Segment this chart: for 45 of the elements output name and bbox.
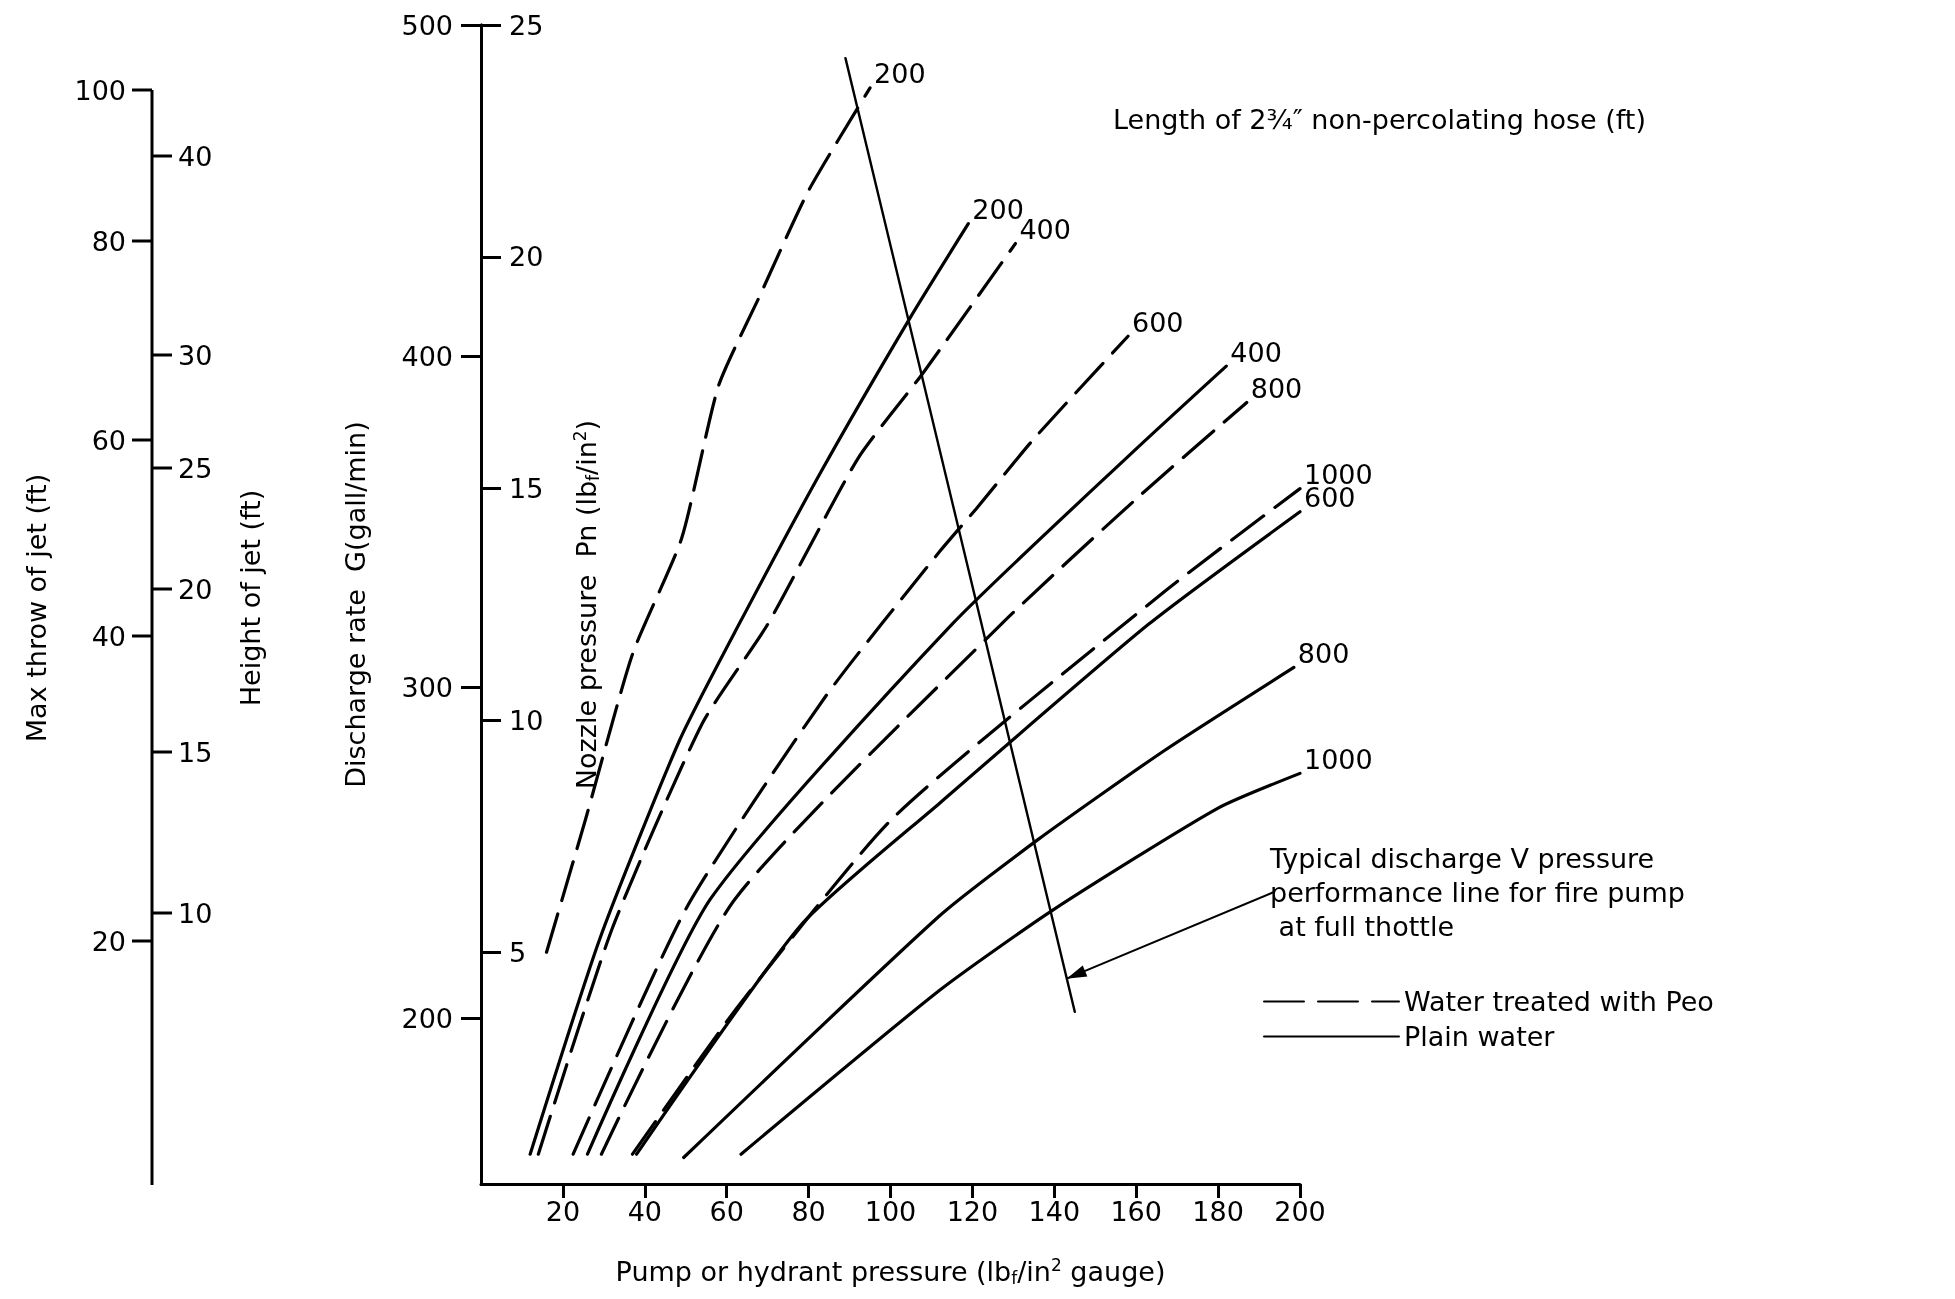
text: 60 — [91, 424, 126, 456]
text: 10 — [178, 897, 213, 929]
series-label: 1000 — [1304, 743, 1373, 775]
y-tick-label: 300 — [401, 671, 453, 703]
y2-axis-title: Nozzle pressure Pn (lbf/in2) — [569, 419, 603, 790]
legend-label: Plain water — [1404, 1021, 1556, 1052]
series-label: 600 — [1132, 306, 1184, 338]
y2-tick-label: 5 — [509, 936, 527, 968]
x-tick-label: 40 — [627, 1196, 662, 1227]
text: 100 — [74, 74, 126, 106]
x-tick-label: 60 — [709, 1196, 744, 1227]
y2-tick-label: 25 — [509, 9, 544, 41]
text: 40 — [91, 620, 126, 652]
text: Height of jet (ft) — [234, 489, 266, 707]
text: Max throw of jet (ft) — [20, 473, 52, 743]
annotation: Typical discharge V pressure performance line for fire pump at full thottle — [1269, 842, 1685, 942]
x-tick-label: 100 — [864, 1196, 917, 1227]
y2-tick-label: 10 — [509, 704, 544, 736]
text: 20 — [178, 573, 213, 605]
legend-label: Water treated with Peo — [1404, 986, 1714, 1017]
x-tick-label: 200 — [1274, 1196, 1326, 1227]
y-tick-label: 200 — [401, 1002, 453, 1034]
y-tick-label: 400 — [401, 340, 453, 372]
legend-title: Length of 2¾″ non-percolating hose (ft) — [1113, 104, 1646, 135]
y-tick-label: 500 — [401, 9, 453, 41]
y2-tick-label: 15 — [509, 473, 544, 505]
series-label: 400 — [1230, 336, 1282, 368]
x-tick-label: 20 — [545, 1196, 581, 1227]
x-tick-label: 140 — [1028, 1196, 1081, 1227]
y2-tick-label: 20 — [509, 241, 544, 273]
text: 30 — [178, 339, 213, 371]
x-tick-label: 160 — [1110, 1196, 1162, 1227]
series-label: 800 — [1297, 637, 1350, 669]
series-label: 200 — [972, 194, 1024, 226]
series-label: 800 — [1250, 373, 1303, 404]
text: 15 — [178, 736, 213, 768]
x-tick-label: 120 — [946, 1196, 999, 1227]
text: 20 — [91, 925, 126, 957]
text: 40 — [178, 140, 213, 172]
x-tick-label: 180 — [1192, 1196, 1244, 1227]
x-tick-label: 80 — [791, 1196, 826, 1227]
y-axis-title: Discharge rate G(gall/min) — [340, 421, 371, 788]
series-label: 200 — [874, 58, 926, 90]
text: 25 — [178, 452, 213, 484]
text: 80 — [91, 225, 126, 257]
